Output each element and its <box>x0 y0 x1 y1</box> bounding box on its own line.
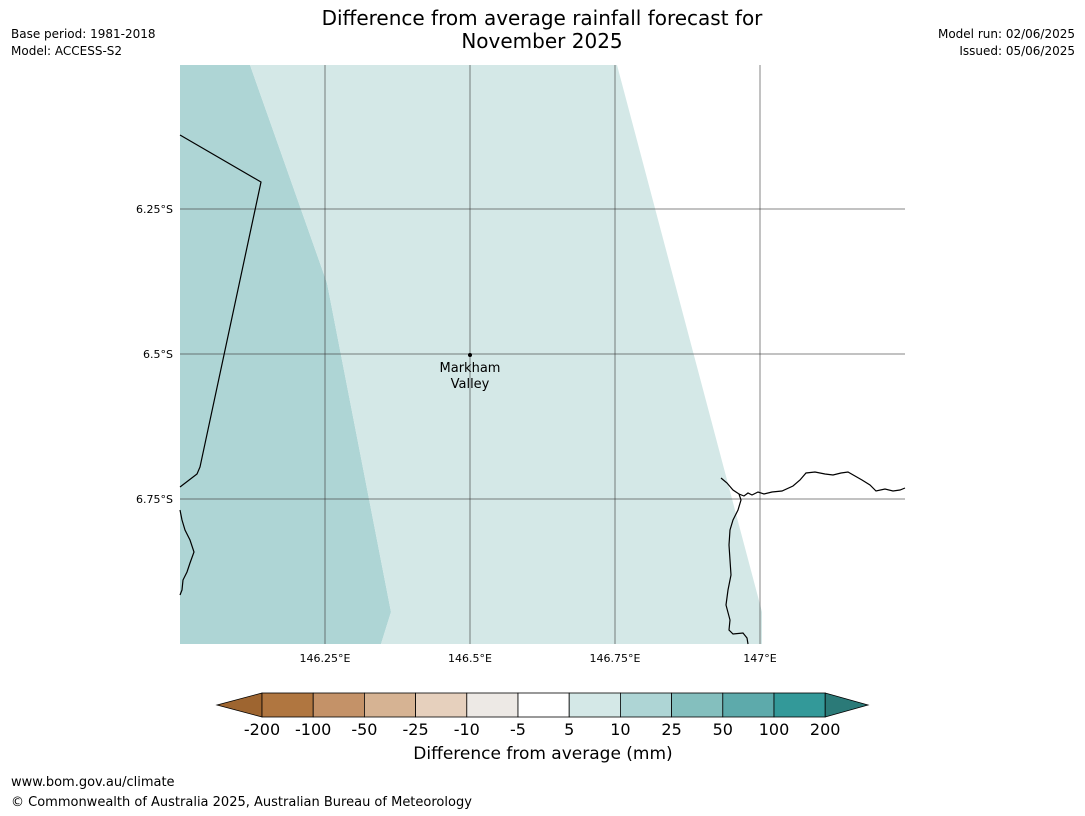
colorbar-tick-label: -10 <box>454 720 480 739</box>
colorbar-extend-high <box>824 692 870 718</box>
colorbar-tick-label: -25 <box>403 720 429 739</box>
colorbar-swatch <box>415 692 468 718</box>
footer-url: www.bom.gov.au/climate <box>11 775 175 790</box>
colorbar-swatch <box>466 692 519 718</box>
meta-left: Base period: 1981-2018 Model: ACCESS-S2 <box>11 26 156 60</box>
colorbar-tick-label: -200 <box>244 720 280 739</box>
colorbar-title: Difference from average (mm) <box>413 744 673 764</box>
colorbar-extend-low <box>215 692 263 718</box>
model-text: Model: ACCESS-S2 <box>11 44 123 58</box>
meta-right: Model run: 02/06/2025 Issued: 05/06/2025 <box>938 26 1075 60</box>
boundary-fragment-southwest <box>179 509 195 596</box>
lat-label-6-5: 6.5°S <box>143 348 173 361</box>
issued-text: Issued: 05/06/2025 <box>959 44 1075 58</box>
colorbar-swatch <box>312 692 365 718</box>
colorbar-tick-label: 10 <box>610 720 630 739</box>
lon-label-146-5: 146.5°E <box>448 652 492 665</box>
colorbar-tick-label: 100 <box>759 720 790 739</box>
colorbar-swatch <box>517 692 570 718</box>
colorbar-tick-label: 25 <box>661 720 681 739</box>
colorbar-swatch <box>671 692 724 718</box>
map-boundaries <box>179 134 906 645</box>
colorbar-tick-label: 5 <box>564 720 574 739</box>
lat-label-6-75: 6.75°S <box>136 493 173 506</box>
place-label-line-1: Markham <box>440 361 501 376</box>
colorbar: -200 -100 -50 -25 -10 -5 5 10 25 50 100 200 <box>215 692 870 739</box>
colorbar-tick-label: -100 <box>295 720 331 739</box>
lon-label-146-75: 146.75°E <box>590 652 641 665</box>
title-line-2: November 2025 <box>461 29 623 53</box>
model-run-text: Model run: 02/06/2025 <box>937 27 1075 41</box>
colorbar-swatch <box>722 692 775 718</box>
chart-title: Difference from average rainfall forecas… <box>242 7 842 53</box>
colorbar-tick-label: 200 <box>810 720 841 739</box>
colorbar-swatch <box>773 692 826 718</box>
lon-label-146-25: 146.25°E <box>300 652 351 665</box>
colorbar-swatch <box>620 692 673 718</box>
colorbar-tick-label: -50 <box>351 720 377 739</box>
footer-copyright: © Commonwealth of Australia 2025, Austra… <box>11 795 472 810</box>
coastline-huon-gulf <box>720 471 906 497</box>
colorbar-swatch <box>568 692 621 718</box>
colorbar-tick-label: 50 <box>713 720 733 739</box>
colorbar-swatch <box>261 692 314 718</box>
colorbar-tick-label: -5 <box>510 720 526 739</box>
location-marker-markham-valley <box>468 353 472 357</box>
title-line-1: Difference from average rainfall forecas… <box>321 6 763 30</box>
coastline-east <box>725 493 749 645</box>
province-boundary <box>179 134 262 488</box>
lon-label-147: 147°E <box>743 652 776 665</box>
base-period-text: Base period: 1981-2018 <box>11 27 156 41</box>
place-label-line-2: Valley <box>451 377 490 392</box>
colorbar-swatch <box>363 692 416 718</box>
lat-label-6-25: 6.25°S <box>136 203 173 216</box>
